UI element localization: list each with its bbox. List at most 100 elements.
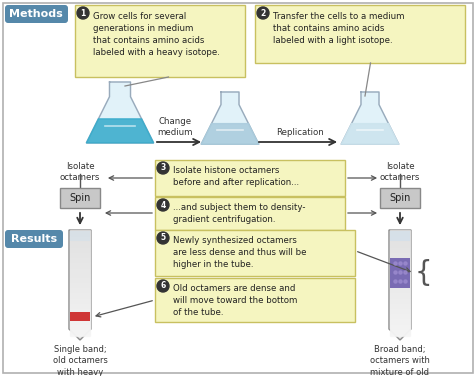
Polygon shape <box>70 237 90 238</box>
Polygon shape <box>390 231 410 232</box>
Polygon shape <box>341 92 399 144</box>
Polygon shape <box>390 230 410 231</box>
Polygon shape <box>390 323 410 324</box>
Text: 5: 5 <box>160 233 166 243</box>
Polygon shape <box>390 242 410 243</box>
Polygon shape <box>390 277 410 278</box>
Text: Isolate histone octamers
before and after replication...: Isolate histone octamers before and afte… <box>173 166 299 187</box>
Polygon shape <box>70 232 90 233</box>
Polygon shape <box>70 250 90 251</box>
Polygon shape <box>70 279 90 280</box>
Polygon shape <box>390 249 410 250</box>
Polygon shape <box>390 239 410 240</box>
Polygon shape <box>70 309 90 310</box>
Polygon shape <box>70 319 90 320</box>
Text: Change
medium: Change medium <box>157 117 193 137</box>
FancyBboxPatch shape <box>155 160 345 196</box>
Polygon shape <box>390 304 410 305</box>
Polygon shape <box>390 275 410 276</box>
Polygon shape <box>70 308 90 309</box>
Polygon shape <box>70 252 90 253</box>
Polygon shape <box>390 237 410 238</box>
Polygon shape <box>70 273 90 274</box>
Polygon shape <box>70 303 90 304</box>
Polygon shape <box>390 272 410 273</box>
Polygon shape <box>390 273 410 274</box>
Polygon shape <box>390 328 410 329</box>
Text: Spin: Spin <box>389 193 411 203</box>
Polygon shape <box>70 249 90 250</box>
Polygon shape <box>70 317 90 318</box>
FancyBboxPatch shape <box>390 258 410 288</box>
Polygon shape <box>70 243 90 244</box>
Polygon shape <box>390 285 410 286</box>
Polygon shape <box>390 310 410 311</box>
Polygon shape <box>390 281 410 282</box>
Polygon shape <box>390 261 410 262</box>
Polygon shape <box>70 322 90 323</box>
Polygon shape <box>390 268 410 269</box>
Polygon shape <box>70 311 90 312</box>
Polygon shape <box>390 232 410 233</box>
FancyBboxPatch shape <box>3 3 473 373</box>
FancyBboxPatch shape <box>60 188 100 208</box>
Polygon shape <box>70 312 90 313</box>
Circle shape <box>257 7 269 19</box>
Polygon shape <box>390 276 410 277</box>
Polygon shape <box>390 291 410 292</box>
PathPatch shape <box>69 230 91 340</box>
Polygon shape <box>70 281 90 282</box>
Polygon shape <box>70 236 90 237</box>
Text: 4: 4 <box>160 200 166 209</box>
Polygon shape <box>390 263 410 264</box>
Polygon shape <box>390 330 410 331</box>
Polygon shape <box>70 323 90 324</box>
Polygon shape <box>390 287 410 288</box>
Polygon shape <box>70 320 90 321</box>
Text: Grow cells for several
generations in medium
that contains amino acids
labeled w: Grow cells for several generations in me… <box>93 12 220 58</box>
Polygon shape <box>390 306 410 307</box>
Polygon shape <box>70 300 90 301</box>
Polygon shape <box>70 331 90 332</box>
Circle shape <box>157 280 169 292</box>
Polygon shape <box>70 235 90 236</box>
PathPatch shape <box>389 230 411 340</box>
Circle shape <box>77 7 89 19</box>
Polygon shape <box>70 257 90 258</box>
Polygon shape <box>70 326 90 327</box>
Polygon shape <box>390 303 410 304</box>
Polygon shape <box>390 250 410 251</box>
Text: Newly synthesized octamers
are less dense and thus will be
higher in the tube.: Newly synthesized octamers are less dens… <box>173 236 307 269</box>
Polygon shape <box>390 290 410 291</box>
Polygon shape <box>70 313 90 314</box>
Polygon shape <box>390 293 410 294</box>
Polygon shape <box>390 233 410 234</box>
Polygon shape <box>70 321 90 322</box>
Polygon shape <box>70 253 90 254</box>
Polygon shape <box>70 288 90 289</box>
FancyBboxPatch shape <box>5 5 68 23</box>
Polygon shape <box>70 234 90 235</box>
Polygon shape <box>70 294 90 295</box>
Polygon shape <box>87 119 154 143</box>
Polygon shape <box>70 267 90 268</box>
Polygon shape <box>390 308 410 309</box>
Polygon shape <box>390 299 410 300</box>
Polygon shape <box>70 246 90 247</box>
FancyBboxPatch shape <box>380 188 420 208</box>
FancyBboxPatch shape <box>75 5 245 77</box>
Polygon shape <box>390 265 410 266</box>
Text: {: { <box>415 259 433 287</box>
Polygon shape <box>390 236 410 237</box>
Circle shape <box>157 199 169 211</box>
Polygon shape <box>70 330 90 331</box>
Polygon shape <box>70 265 90 266</box>
Polygon shape <box>390 270 410 271</box>
Polygon shape <box>87 82 154 143</box>
Polygon shape <box>390 257 410 258</box>
Polygon shape <box>390 280 410 281</box>
Polygon shape <box>70 278 90 279</box>
Polygon shape <box>70 247 90 248</box>
Polygon shape <box>390 286 410 287</box>
Polygon shape <box>390 278 410 279</box>
